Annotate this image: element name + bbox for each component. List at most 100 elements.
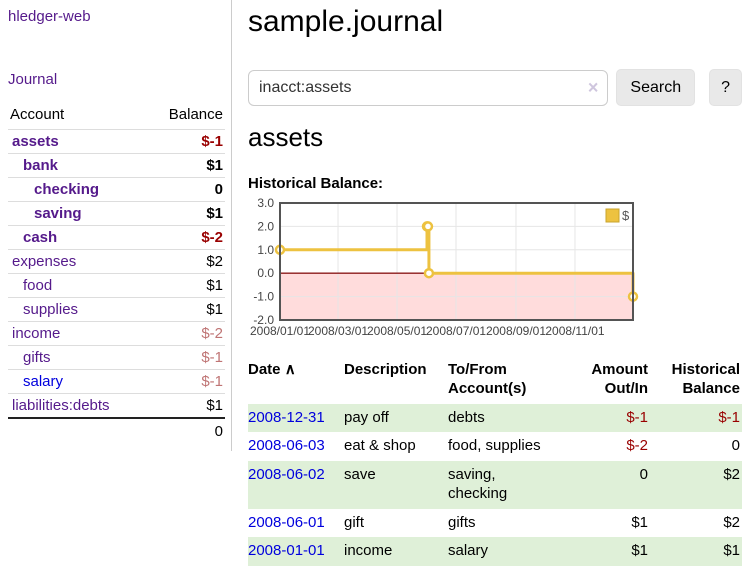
sidebar-account-link[interactable]: gifts [23,349,51,366]
transaction-accounts: salary [448,542,489,559]
account-balance: $1 [146,273,225,298]
account-balance: $-2 [146,225,225,250]
accounts-header-row: Account Balance [8,104,225,130]
account-row: income $-2 [8,321,225,346]
svg-text:2.0: 2.0 [257,219,274,233]
register-row: 2008-06-01 gift gifts $1 $2 [248,509,742,538]
svg-text:2008/01/01: 2008/01/01 [250,324,310,338]
account-balance: $-2 [146,321,225,346]
transaction-date-link[interactable]: 2008-01-01 [248,542,325,559]
account-row: liabilities:debts $1 [8,393,225,418]
transaction-date-link[interactable]: 2008-06-02 [248,465,325,483]
transaction-balance: $2 [723,465,740,483]
sidebar-account-link[interactable]: expenses [12,253,77,270]
sidebar-account-link[interactable]: salary [23,373,64,390]
sidebar-account-link[interactable]: supplies [23,301,79,318]
svg-text:2008/11/01: 2008/11/01 [545,324,604,338]
account-row: expenses $2 [8,249,225,274]
transaction-balance: $2 [723,513,740,531]
accounts-header-balance: Balance [168,106,223,123]
svg-text:2008/05/01: 2008/05/01 [367,324,427,338]
svg-text:2008/03/01: 2008/03/01 [308,324,368,338]
nav-journal-link[interactable]: Journal [8,71,58,88]
page-title: sample.journal [248,5,444,38]
transaction-description: eat & shop [344,437,416,454]
sidebar-account-link[interactable]: food [23,277,53,294]
account-heading: assets [248,122,324,152]
register-row: 2008-01-01 income salary $1 $1 [248,537,742,566]
transaction-amount: $1 [631,542,648,559]
transaction-balance: $1 [723,542,740,559]
sidebar: hledger-web Journal Account Balance asse… [0,0,232,451]
svg-text:2008/09/01: 2008/09/01 [486,324,546,338]
register-table: Date ∧ Description To/From Account(s) Am… [248,359,742,566]
transaction-accounts: gifts [448,513,476,531]
svg-text:1.0: 1.0 [257,243,274,257]
account-balance: $2 [146,249,225,274]
account-row: saving $1 [8,201,225,226]
accounts-header-account: Account [10,106,65,123]
transaction-date-link[interactable]: 2008-06-01 [248,513,325,531]
account-balance: $-1 [146,345,225,370]
svg-text:-1.0: -1.0 [253,290,274,304]
transaction-description: save [344,465,376,483]
account-balance: $-1 [146,129,225,154]
accounts-total-row: 0 [8,417,225,444]
transaction-accounts: debts [448,408,485,426]
main-content: sample.journal × Search ? assets Histori… [248,0,742,566]
sidebar-account-link[interactable]: income [12,325,61,342]
transaction-amount: 0 [639,465,648,483]
account-row: gifts $-1 [8,345,225,370]
transaction-date-link[interactable]: 2008-12-31 [248,408,325,426]
register-header-description: Description [344,361,427,378]
svg-text:3.0: 3.0 [257,198,274,210]
register-row: 2008-06-03 eat & shop food, supplies $-2 0 [248,432,742,461]
account-row: food $1 [8,273,225,298]
date-header-label: Date [248,361,281,378]
sidebar-account-link[interactable]: checking [34,181,100,198]
transaction-description: income [344,542,393,559]
search-input[interactable] [248,69,609,106]
sort-ascending-icon: ∧ [284,361,296,378]
brand-link[interactable]: hledger-web [8,8,91,25]
svg-text:-2.0: -2.0 [253,313,274,327]
accounts-table: Account Balance assets $-1 bank $1 checking 0… [8,104,225,444]
sidebar-account-link[interactable]: bank [23,157,59,174]
sidebar-account-link[interactable]: assets [12,133,59,150]
search-box: × [248,69,609,106]
svg-text:$: $ [622,208,630,223]
account-row: salary $-1 [8,369,225,394]
register-header-accounts: To/From Account(s) [448,359,580,404]
historical-balance-chart: 3.0 2.0 1.0 0.0 -1.0 -2.02008/01/012008/03/01… [250,198,639,338]
search-button[interactable]: Search [616,69,696,106]
account-balance: 0 [146,177,225,202]
account-balance: $1 [146,393,225,418]
transaction-balance: 0 [731,437,740,454]
register-header-balance: Historical Balance [671,361,740,397]
svg-text:2008/07/01: 2008/07/01 [426,324,486,338]
account-row: supplies $1 [8,297,225,322]
register-header-row: Date ∧ Description To/From Account(s) Am… [248,359,742,404]
clear-search-icon[interactable]: × [587,77,599,98]
chart-title: Historical Balance: [248,175,384,192]
sidebar-account-link[interactable]: saving [34,205,82,222]
account-row: assets $-1 [8,129,225,154]
transaction-accounts: food, supplies [448,437,541,454]
register-header-date[interactable]: Date ∧ [248,359,344,404]
transaction-date-link[interactable]: 2008-06-03 [248,437,325,454]
account-balance: $1 [146,297,225,322]
transaction-amount: $1 [631,513,648,531]
account-balance: $1 [146,201,225,226]
account-row: cash $-2 [8,225,225,250]
sidebar-account-link[interactable]: liabilities:debts [12,397,110,414]
transaction-balance: $-1 [718,408,740,426]
account-balance: $1 [146,153,225,178]
accounts-total-value: 0 [146,417,225,444]
sidebar-account-link[interactable]: cash [23,229,58,246]
transaction-description: pay off [344,408,389,426]
help-button[interactable]: ? [709,69,742,106]
search-form: × Search ? [248,69,742,106]
svg-text:0.0: 0.0 [257,266,274,280]
transaction-amount: $-2 [626,437,648,454]
accounts-total-spacer [8,417,147,444]
